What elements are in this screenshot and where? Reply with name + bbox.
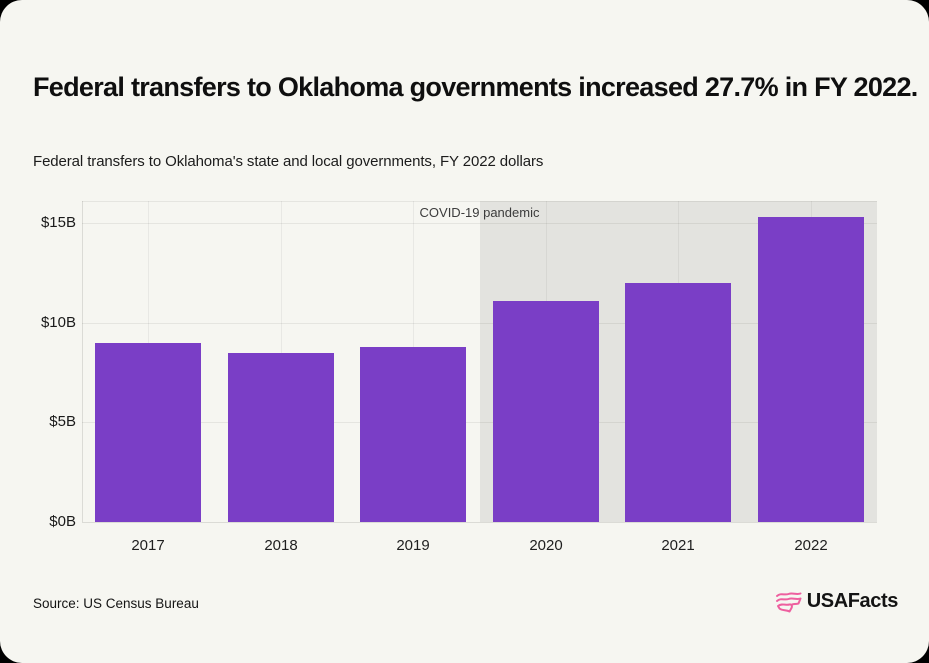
y-axis-tick-$15B: $15B	[40, 214, 76, 231]
x-axis-label-2022: 2022	[794, 537, 828, 554]
bar-2020[interactable]	[493, 301, 599, 522]
plot-top-border	[82, 201, 877, 202]
bar-2022[interactable]	[758, 217, 864, 522]
page-title: Federal transfers to Oklahoma government…	[33, 72, 918, 103]
y-axis-line	[82, 201, 83, 522]
x-axis-label-2019: 2019	[396, 537, 430, 554]
bar-2017[interactable]	[95, 343, 201, 522]
x-axis-label-2018: 2018	[264, 537, 298, 554]
bar-2018[interactable]	[228, 353, 334, 522]
x-axis-label-2017: 2017	[131, 537, 165, 554]
bar-2019[interactable]	[360, 347, 466, 522]
y-axis-tick-$5B: $5B	[49, 413, 76, 430]
y-axis-tick-$0B: $0B	[49, 513, 76, 530]
y-axis-tick-$10B: $10B	[40, 314, 76, 331]
x-axis-label-2020: 2020	[529, 537, 563, 554]
usafacts-logo[interactable]: USAFacts	[775, 589, 898, 614]
x-axis-label-2021: 2021	[661, 537, 695, 554]
x-axis-baseline	[82, 522, 877, 523]
gridline-$15B	[82, 223, 877, 224]
chart-subtitle: Federal transfers to Oklahoma's state an…	[33, 153, 544, 170]
gridline-$5B	[82, 422, 877, 423]
gridline-$10B	[82, 323, 877, 324]
bar-2021[interactable]	[625, 283, 731, 522]
usafacts-icon	[775, 589, 802, 614]
covid-annotation-label: COVID-19 pandemic	[419, 205, 540, 220]
source-note: Source: US Census Bureau	[33, 596, 199, 611]
usafacts-logo-text: USAFacts	[806, 590, 899, 612]
